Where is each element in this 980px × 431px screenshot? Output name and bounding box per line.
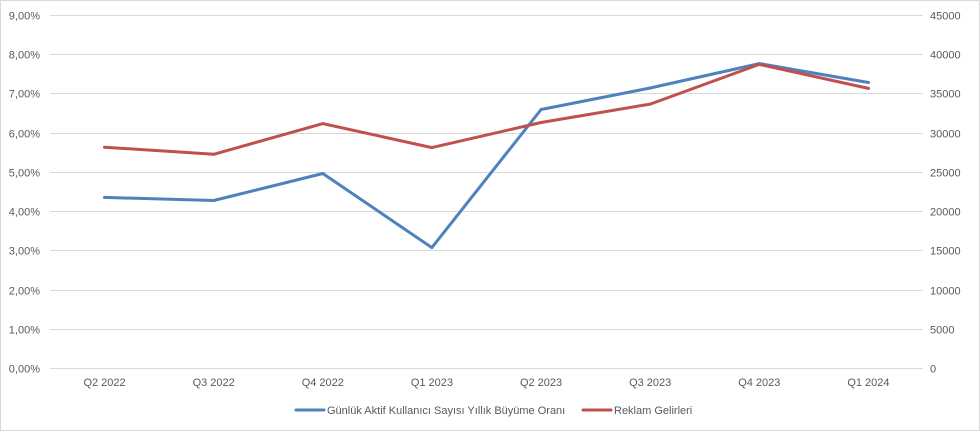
right-tick-label: 15000	[930, 246, 961, 258]
gridlines	[50, 15, 923, 369]
x-tick-label: Q3 2023	[629, 377, 671, 389]
right-tick-label: 45000	[930, 11, 961, 23]
series-lines	[103, 62, 870, 250]
x-tick-label: Q1 2023	[411, 377, 453, 389]
left-tick-label: 3,00%	[9, 246, 40, 258]
series-2-point	[321, 122, 325, 126]
series-2-point	[757, 62, 761, 66]
right-tick-label: 25000	[930, 168, 961, 180]
right-tick-label: 5000	[930, 325, 954, 337]
right-tick-label: 0	[930, 364, 936, 376]
series-2-point	[648, 102, 652, 106]
left-tick-label: 1,00%	[9, 325, 40, 337]
left-tick-label: 0,00%	[9, 364, 40, 376]
left-tick-label: 5,00%	[9, 168, 40, 180]
x-tick-label: Q4 2023	[738, 377, 780, 389]
legend: Günlük Aktif Kullanıcı Sayısı Yıllık Büy…	[294, 405, 692, 417]
series-2-point	[430, 146, 434, 150]
series-1-point	[539, 108, 543, 111]
x-tick-label: Q3 2022	[193, 377, 235, 389]
series-1-point	[212, 199, 216, 202]
series-1-point	[103, 195, 107, 199]
left-axis-tick-labels: 9,00% 8,00% 7,00% 6,00% 5,00% 4,00% 3,00% 2,00%…	[9, 11, 40, 376]
left-tick-label: 7,00%	[9, 89, 40, 101]
left-tick-label: 6,00%	[9, 129, 40, 141]
right-tick-label: 10000	[930, 286, 961, 298]
series-1-point	[866, 81, 870, 84]
legend-label-1: Günlük Aktif Kullanıcı Sayısı Yıllık Büy…	[327, 405, 565, 417]
right-tick-label: 35000	[930, 89, 961, 101]
right-tick-label: 40000	[930, 50, 961, 62]
right-axis-tick-labels: 45000 40000 35000 30000 25000 20000 15000 10000…	[930, 11, 961, 376]
series-2-point	[212, 152, 216, 156]
series-2-point	[539, 121, 543, 124]
series-line-2	[103, 62, 870, 156]
series-1-point	[321, 172, 325, 175]
right-tick-label: 30000	[930, 129, 961, 141]
x-tick-label: Q1 2024	[847, 377, 889, 389]
series-1-point	[430, 246, 434, 250]
left-tick-label: 8,00%	[9, 50, 40, 62]
x-tick-label: Q2 2023	[520, 377, 562, 389]
legend-label-2: Reklam Gelirleri	[614, 405, 692, 417]
series-2-point	[866, 86, 870, 90]
right-tick-label: 20000	[930, 207, 961, 219]
series-2-point	[103, 145, 107, 149]
x-axis-tick-labels: Q2 2022 Q3 2022 Q4 2022 Q1 2023 Q2 2023 Q3 20…	[83, 377, 889, 389]
x-tick-label: Q4 2022	[302, 377, 344, 389]
series-1-point	[648, 86, 652, 90]
left-tick-label: 2,00%	[9, 286, 40, 298]
x-tick-label: Q2 2022	[83, 377, 125, 389]
left-tick-label: 4,00%	[9, 207, 40, 219]
left-tick-label: 9,00%	[9, 11, 40, 23]
series-line-1	[103, 62, 870, 250]
